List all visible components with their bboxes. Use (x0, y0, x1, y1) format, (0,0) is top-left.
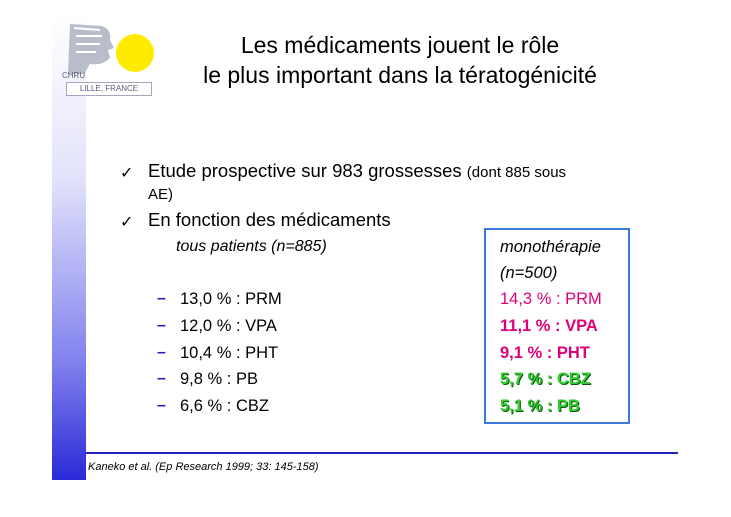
slide-title: Les médicaments jouent le rôle le plus i… (150, 30, 650, 90)
all-patients-item: 12,0 % : VPA (180, 317, 277, 335)
all-patients-item: 6,6 % : CBZ (180, 397, 269, 415)
all-patients-item: 13,0 % : PRM (180, 290, 282, 308)
dash-icon: – (157, 317, 166, 334)
title-line-1: Les médicaments jouent le rôle (240, 32, 560, 58)
all-patients-item: 10,4 % : PHT (180, 344, 279, 362)
monotherapy-box (484, 228, 630, 424)
bullet-by-drug: En fonction des médicaments (148, 209, 391, 230)
reference-citation: Kaneko et al. (Ep Research 1999; 33: 145… (88, 461, 319, 473)
bullet-study-note-continued: AE) (148, 186, 174, 203)
monotherapy-item: 11,1 % : VPA (500, 317, 598, 335)
dash-icon: – (157, 370, 166, 387)
logo-chru-text: CHRU (62, 71, 86, 80)
dash-icon: – (157, 290, 166, 307)
logo-city-text: LILLE, FRANCE (66, 82, 152, 96)
monotherapy-item: 5,1 % : PB (500, 397, 580, 415)
bullet-study-main: Etude prospective sur 983 grossesses (148, 160, 462, 181)
monotherapy-item: 9,1 % : PHT (500, 344, 590, 362)
dash-icon: – (157, 344, 166, 361)
dash-icon: – (157, 397, 166, 414)
all-patients-header: tous patients (n=885) (176, 238, 327, 255)
monotherapy-header: monothérapie (500, 238, 601, 256)
bullet-study-note: (dont 885 sous (466, 164, 567, 181)
check-mark-icon: ✓ (120, 214, 134, 231)
check-mark-icon: ✓ (120, 165, 134, 182)
sun-circle-icon (116, 34, 154, 72)
monotherapy-item: 14,3 % : PRM (500, 290, 602, 308)
bullet-study: Etude prospective sur 983 grossesses (do… (148, 160, 566, 182)
monotherapy-n: (n=500) (500, 264, 558, 282)
all-patients-item: 9,8 % : PB (180, 370, 258, 388)
face-profile-icon (68, 24, 114, 74)
footer-divider (86, 452, 678, 454)
monotherapy-item: 5,7 % : CBZ (500, 370, 591, 388)
chru-lille-logo: CHRU LILLE, FRANCE (62, 22, 158, 100)
title-line-2: le plus important dans la tératogénicité (203, 62, 597, 88)
